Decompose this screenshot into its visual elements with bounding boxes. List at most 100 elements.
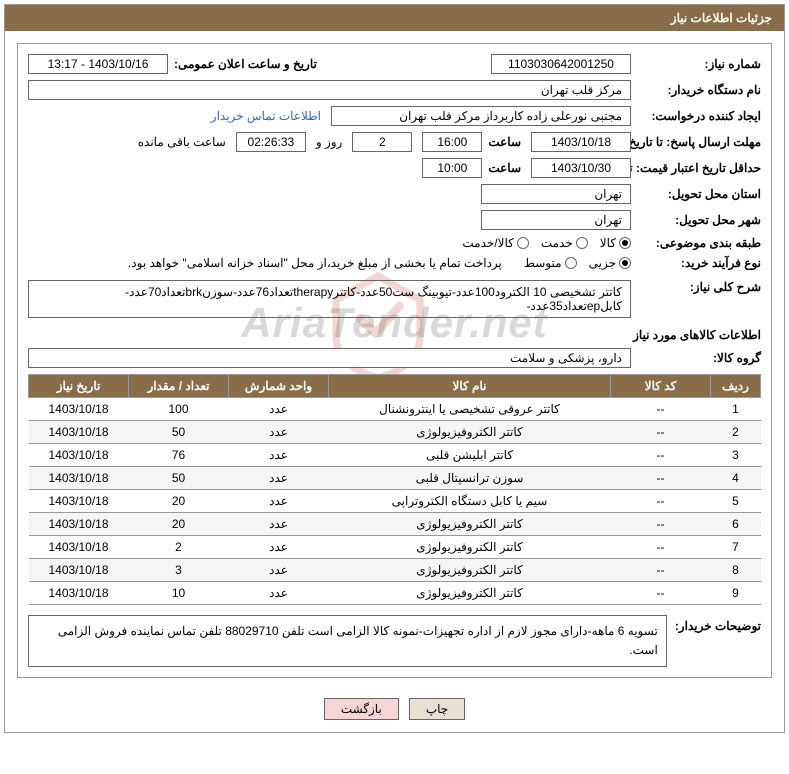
deadline-label: مهلت ارسال پاسخ: تا تاریخ: [631,135,761,149]
cell-row: 4 [711,467,761,490]
deadline-label-text: مهلت ارسال پاسخ: [666,135,761,149]
th-row: ردیف [711,375,761,398]
goods-table: ردیف کد کالا نام کالا واحد شمارش تعداد /… [28,374,761,605]
th-code: کد کالا [611,375,711,398]
radio-goods-label: کالا [600,236,616,250]
cell-code: -- [611,513,711,536]
cell-code: -- [611,421,711,444]
th-unit: واحد شمارش [229,375,329,398]
row-purchase-type: نوع فرآیند خرید: جزیی متوسط پرداخت تمام … [28,256,761,270]
cell-date: 1403/10/18 [29,559,129,582]
cell-qty: 100 [129,398,229,421]
radio-goods-dot [619,237,631,249]
table-row: 1--کاتتر عروقی تشخیصی یا اینترونشنالعدد1… [29,398,761,421]
city-label: شهر محل تحویل: [631,213,761,227]
radio-medium[interactable]: متوسط [524,256,577,270]
cell-name: سوزن ترانسپتال قلبی [329,467,611,490]
buyer-contact-link[interactable]: اطلاعات تماس خریدار [211,109,321,123]
cell-qty: 2 [129,536,229,559]
panel-header: جزئیات اطلاعات نیاز [5,5,784,31]
cell-row: 2 [711,421,761,444]
purchase-type-label: نوع فرآیند خرید: [631,256,761,270]
cell-date: 1403/10/18 [29,398,129,421]
cell-qty: 76 [129,444,229,467]
row-city: شهر محل تحویل: تهران [28,210,761,230]
cell-qty: 50 [129,421,229,444]
countdown-value: 02:26:33 [236,132,306,152]
row-buyer-notes: توضیحات خریدار: تسویه 6 ماهه-دارای مجوز … [28,615,761,667]
cell-unit: عدد [229,513,329,536]
cell-name: کاتتر ابلیشن قلبی [329,444,611,467]
radio-goods[interactable]: کالا [600,236,631,250]
th-date: تاریخ نیاز [29,375,129,398]
cell-row: 6 [711,513,761,536]
cell-name: کاتتر الکتروفیزیولوژی [329,421,611,444]
radio-service[interactable]: خدمت [541,236,588,250]
print-button[interactable]: چاپ [409,698,465,720]
row-category: طبقه بندی موضوعی: کالا خدمت کالا/خدمت [28,236,761,250]
cell-code: -- [611,582,711,605]
category-label: طبقه بندی موضوعی: [631,236,761,250]
radio-medium-label: متوسط [524,256,562,270]
cell-qty: 20 [129,490,229,513]
requester-label: ایجاد کننده درخواست: [631,109,761,123]
radio-service-label: خدمت [541,236,573,250]
time-label-2: ساعت [482,161,521,175]
back-button[interactable]: بازگشت [324,698,399,720]
cell-qty: 10 [129,582,229,605]
goods-group-value: دارو، پزشکی و سلامت [28,348,631,368]
cell-unit: عدد [229,398,329,421]
validity-date-value: 1403/10/30 [531,158,631,178]
buyer-notes-value: تسویه 6 ماهه-دارای مجوز لازم از اداره تج… [28,615,667,667]
cell-row: 5 [711,490,761,513]
deadline-time-value: 16:00 [422,132,482,152]
buyer-org-value: مرکز قلب تهران [28,80,631,100]
need-number-value: 1103030642001250 [491,54,631,74]
validity-label-text: حداقل تاریخ اعتبار قیمت: [636,161,761,175]
cell-code: -- [611,398,711,421]
buyer-notes-label: توضیحات خریدار: [667,615,761,633]
radio-goods-service[interactable]: کالا/خدمت [462,236,528,250]
row-deadline: مهلت ارسال پاسخ: تا تاریخ: 1403/10/18 سا… [28,132,761,152]
validity-label: حداقل تاریخ اعتبار قیمت: تا تاریخ: [631,161,761,175]
need-desc-label: شرح کلی نیاز: [631,280,761,294]
cell-code: -- [611,490,711,513]
cell-name: کاتتر الکتروفیزیولوژی [329,536,611,559]
cell-name: کاتتر الکتروفیزیولوژی [329,559,611,582]
radio-partial-dot [619,257,631,269]
th-name: نام کالا [329,375,611,398]
requester-value: مجتبی نورعلی زاده کاربرداز مرکز قلب تهرا… [331,106,631,126]
cell-date: 1403/10/18 [29,467,129,490]
city-value: تهران [481,210,631,230]
table-header-row: ردیف کد کالا نام کالا واحد شمارش تعداد /… [29,375,761,398]
radio-partial[interactable]: جزیی [589,256,631,270]
buttons-row: چاپ بازگشت [5,690,784,732]
table-row: 6--کاتتر الکتروفیزیولوژیعدد201403/10/18 [29,513,761,536]
cell-row: 3 [711,444,761,467]
cell-unit: عدد [229,490,329,513]
table-row: 8--کاتتر الکتروفیزیولوژیعدد31403/10/18 [29,559,761,582]
validity-time-value: 10:00 [422,158,482,178]
cell-code: -- [611,467,711,490]
row-need-desc: شرح کلی نیاز: کاتتر تشخیصی 10 الکترود100… [28,280,761,318]
cell-row: 1 [711,398,761,421]
deadline-date-value: 1403/10/18 [531,132,631,152]
row-province: استان محل تحویل: تهران [28,184,761,204]
cell-code: -- [611,536,711,559]
remaining-label: ساعت باقی مانده [138,135,226,149]
details-panel: AriaTender.net شماره نیاز: 1103030642001… [17,43,772,678]
cell-name: سیم یا کابل دستگاه الکتروتراپی [329,490,611,513]
table-row: 4--سوزن ترانسپتال قلبیعدد501403/10/18 [29,467,761,490]
cell-code: -- [611,559,711,582]
province-label: استان محل تحویل: [631,187,761,201]
cell-unit: عدد [229,582,329,605]
buyer-org-label: نام دستگاه خریدار: [631,83,761,97]
table-row: 5--سیم یا کابل دستگاه الکتروتراپیعدد2014… [29,490,761,513]
goods-group-label: گروه کالا: [631,351,761,365]
cell-row: 9 [711,582,761,605]
row-need-number: شماره نیاز: 1103030642001250 تاریخ و ساع… [28,54,761,74]
cell-date: 1403/10/18 [29,421,129,444]
need-desc-value: کاتتر تشخیصی 10 الکترود100عدد-تیوبینگ ست… [28,280,631,318]
cell-date: 1403/10/18 [29,444,129,467]
cell-date: 1403/10/18 [29,536,129,559]
